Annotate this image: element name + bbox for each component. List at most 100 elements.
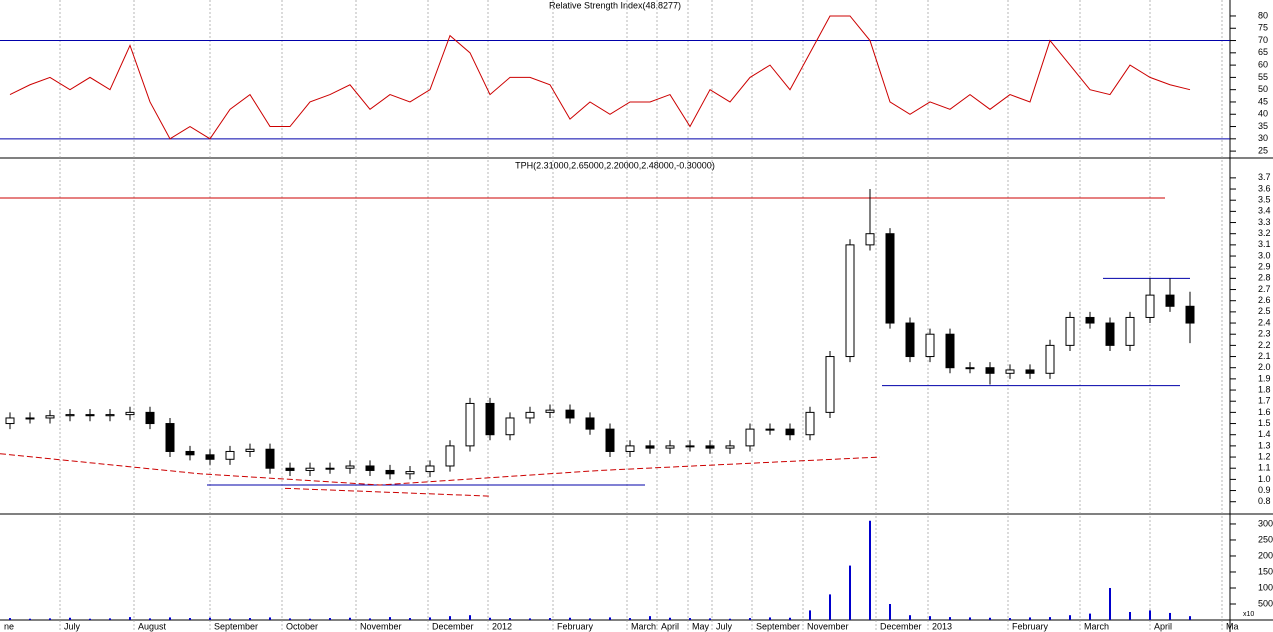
volume-bar (1069, 615, 1071, 620)
candle-body (1165, 294, 1175, 307)
volume-bar (1149, 610, 1151, 620)
x-tick-label: December (432, 621, 474, 631)
candle-body (905, 322, 915, 358)
candle-body (1025, 369, 1035, 374)
volume-bar (889, 603, 891, 620)
candle-body (305, 467, 315, 471)
volume-bar (109, 618, 111, 620)
candle-body (585, 417, 595, 430)
candle-body (125, 411, 135, 416)
x-tick-label: ne (4, 621, 14, 631)
volume-bar (229, 618, 231, 620)
volume-bar (729, 618, 731, 620)
y-tick-label: 5000 (1258, 598, 1273, 608)
y-tick-label: 2.8 (1258, 273, 1271, 283)
volume-bar (529, 618, 531, 620)
volume-bar (669, 617, 671, 620)
volume-bar (1029, 617, 1031, 620)
candle-body (25, 417, 35, 420)
candle-body (65, 414, 75, 417)
y-tick-label: 1.4 (1258, 429, 1271, 439)
candle-body (405, 471, 415, 475)
y-tick-label: 2.9 (1258, 262, 1271, 272)
volume-bar (69, 617, 71, 620)
volume-bar (649, 616, 651, 620)
x-tick-label: Ma (1226, 621, 1239, 631)
candle-body (5, 417, 15, 425)
volume-bar (609, 617, 611, 620)
y-tick-label: 1.3 (1258, 440, 1271, 450)
x-tick-label: November (360, 621, 402, 631)
candle-body (645, 445, 655, 449)
volume-bar (949, 617, 951, 620)
volume-bar (749, 618, 751, 620)
y-tick-label: 2.7 (1258, 284, 1271, 294)
x-tick-label: September (214, 621, 258, 631)
volume-bar (129, 617, 131, 620)
volume-bar (389, 617, 391, 620)
candle-body (1145, 294, 1155, 318)
volume-bar (169, 617, 171, 620)
y-tick-label: 30 (1258, 133, 1268, 143)
candle-body (1185, 305, 1195, 324)
y-tick-label: 3.2 (1258, 228, 1271, 238)
candle-body (425, 465, 435, 473)
volume-bar (589, 618, 591, 620)
candle-body (705, 445, 715, 449)
volume-bar (189, 618, 191, 620)
candle-body (685, 445, 695, 448)
candle-body (885, 233, 895, 324)
candle-body (985, 367, 995, 374)
volume-bar (629, 618, 631, 620)
candle-body (45, 415, 55, 419)
y-tick-label: 30000 (1258, 518, 1273, 528)
candle-body (385, 469, 395, 475)
candle-body (665, 445, 675, 449)
volume-bar (1109, 587, 1111, 620)
volume-bar (909, 615, 911, 620)
reference-line (284, 487, 491, 497)
x-tick-label: May (692, 621, 710, 631)
candle-body (785, 428, 795, 436)
price-title: TPH(2.31000,2.65000,2.20000,2.48000,-0.3… (515, 160, 715, 170)
y-tick-label: 3.5 (1258, 195, 1271, 205)
candle-body (725, 445, 735, 449)
volume-bar (1189, 616, 1191, 620)
y-tick-label: 45 (1258, 96, 1268, 106)
y-tick-label: 80 (1258, 10, 1268, 20)
volume-bar (289, 618, 291, 620)
x-tick-label: April (1154, 621, 1172, 631)
volume-bar (429, 617, 431, 620)
candle-body (285, 467, 295, 471)
y-tick-label: 2.0 (1258, 362, 1271, 372)
y-tick-label: 2.2 (1258, 340, 1271, 350)
y-tick-label: 70 (1258, 35, 1268, 45)
volume-bar (249, 618, 251, 620)
volume-bar (829, 594, 831, 620)
x-tick-label: 2012 (492, 621, 512, 631)
candle-body (205, 454, 215, 460)
candle-body (845, 244, 855, 358)
y-tick-label: 3.7 (1258, 172, 1271, 182)
x-tick-label: March (1084, 621, 1109, 631)
candle-body (445, 445, 455, 467)
candle-body (85, 414, 95, 417)
x-tick-label: February (1012, 621, 1049, 631)
candle-body (925, 333, 935, 358)
x-tick-label: August (138, 621, 167, 631)
candle-body (945, 333, 955, 369)
volume-bar (969, 617, 971, 620)
y-tick-label: 3.6 (1258, 183, 1271, 193)
volume-bar (309, 618, 311, 620)
y-tick-label: 1.5 (1258, 418, 1271, 428)
volume-bar (469, 615, 471, 620)
y-tick-label: 1.7 (1258, 396, 1271, 406)
y-tick-label: 55 (1258, 72, 1268, 82)
candle-body (265, 448, 275, 469)
volume-bar (209, 617, 211, 620)
volume-bar (409, 618, 411, 620)
x-tick-label: July (64, 621, 81, 631)
candle-body (485, 402, 495, 436)
unit-label: x10 (1243, 611, 1254, 618)
